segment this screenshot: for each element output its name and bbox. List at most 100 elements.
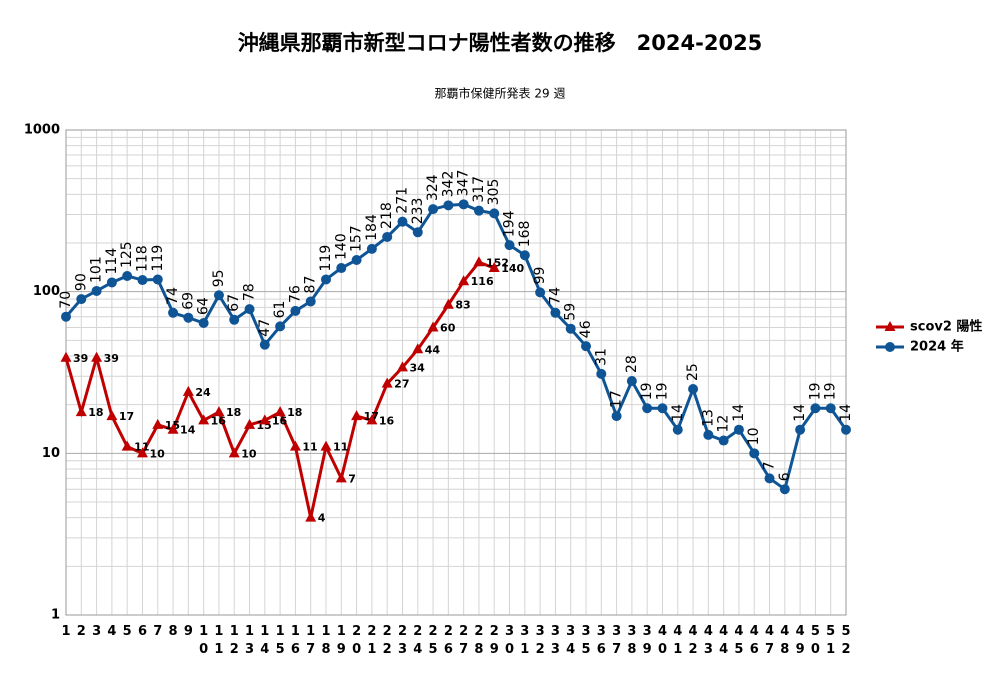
marker	[183, 312, 194, 323]
y-tick-label: 1	[51, 608, 60, 623]
data-label: 233	[410, 198, 426, 225]
data-label: 14	[670, 404, 686, 422]
marker	[626, 376, 637, 387]
data-label: 31	[593, 348, 609, 366]
data-label: 114	[104, 248, 120, 275]
data-label: 17	[119, 410, 134, 423]
data-label: 67	[226, 294, 242, 312]
plot-border	[65, 129, 847, 616]
data-label: 19	[807, 382, 823, 400]
marker	[458, 275, 470, 286]
data-label: 14	[792, 404, 808, 422]
data-label: 83	[455, 299, 470, 312]
data-label: 271	[394, 187, 410, 214]
data-label: 12	[716, 415, 732, 433]
marker	[489, 208, 500, 219]
data-label: 70	[58, 291, 74, 309]
marker	[321, 274, 331, 285]
x-tick-label: 3	[92, 624, 101, 639]
data-label: 14	[838, 404, 854, 422]
data-label: 10	[746, 428, 762, 446]
marker	[244, 304, 255, 315]
x-tick-label: 6	[138, 624, 147, 639]
data-label: 10	[241, 447, 257, 460]
data-label: 18	[226, 406, 241, 419]
marker	[213, 290, 224, 301]
marker	[229, 314, 240, 325]
data-label: 18	[88, 406, 103, 419]
data-label: 119	[318, 245, 334, 272]
x-tick-label: 4	[107, 624, 116, 639]
data-label: 74	[547, 287, 563, 305]
marker	[122, 270, 133, 281]
marker	[275, 321, 286, 332]
marker	[810, 403, 821, 414]
marker	[106, 277, 117, 288]
data-label: 14	[731, 404, 747, 422]
data-label: 194	[502, 210, 518, 237]
marker	[733, 424, 744, 435]
marker	[198, 414, 210, 425]
marker	[519, 250, 530, 261]
data-label: 16	[379, 414, 395, 427]
data-label: 99	[532, 267, 548, 285]
data-label: 59	[563, 303, 579, 321]
data-label: 44	[425, 343, 441, 356]
data-label: 16	[272, 414, 288, 427]
data-label: 78	[242, 283, 258, 301]
marker	[428, 204, 439, 215]
marker	[488, 262, 500, 273]
marker	[565, 323, 576, 334]
marker	[412, 227, 423, 238]
data-label: 18	[287, 406, 302, 419]
data-label: 39	[73, 352, 88, 365]
marker	[61, 311, 71, 322]
marker	[75, 406, 87, 417]
marker	[779, 484, 790, 495]
marker	[244, 418, 256, 429]
marker	[305, 511, 317, 522]
marker	[396, 361, 408, 372]
marker	[152, 418, 164, 429]
x-tick-label: 2	[77, 624, 86, 639]
marker	[121, 440, 133, 451]
marker	[152, 274, 163, 285]
data-label: 119	[150, 245, 166, 272]
data-label: 19	[823, 382, 839, 400]
data-label: 14	[180, 424, 196, 437]
marker	[182, 385, 194, 396]
data-label: 28	[624, 355, 640, 373]
data-label: 324	[425, 174, 441, 201]
marker	[382, 231, 393, 242]
data-label: 101	[89, 256, 105, 283]
marker	[795, 424, 806, 435]
data-label: 19	[654, 382, 670, 400]
marker	[688, 383, 699, 394]
y-tick-label: 10	[42, 446, 60, 461]
marker	[412, 343, 424, 354]
data-label: 24	[195, 386, 211, 399]
marker	[642, 403, 653, 414]
